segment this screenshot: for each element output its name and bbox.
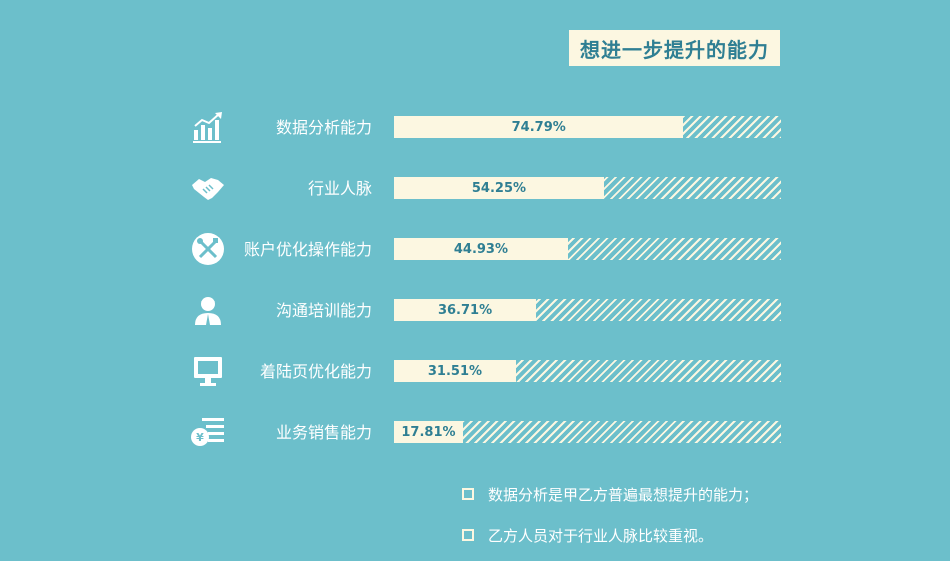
value-label: 74.79% xyxy=(511,119,566,135)
bar-label: 数据分析能力 xyxy=(275,118,372,137)
value-label: 54.25% xyxy=(471,180,527,196)
bar-row: 沟通培训能力 36.71% xyxy=(0,297,950,325)
value-label: 17.81% xyxy=(401,424,456,440)
growth-chart-icon xyxy=(190,109,226,145)
bar: 36.71% xyxy=(394,299,537,321)
bar-track: 44.93% xyxy=(394,238,781,260)
svg-text:¥: ¥ xyxy=(196,431,204,444)
value-label: 31.51% xyxy=(427,363,483,379)
bar-row: 数据分析能力 74.79% xyxy=(0,112,950,143)
square-bullet-icon xyxy=(462,529,474,541)
bar-row: 着陆页优化能力 31.51% xyxy=(0,357,950,386)
bar-track: 31.51% xyxy=(394,360,781,382)
chart-title: 想进一步提升的能力 xyxy=(569,30,780,66)
bar: 44.93% xyxy=(394,238,568,260)
handshake-icon xyxy=(190,170,226,206)
bar: 74.79% xyxy=(394,116,684,138)
bar-track: 17.81% xyxy=(394,421,781,443)
bar-row: ¥ 业务销售能力 17.81% xyxy=(0,418,950,446)
value-label: 44.93% xyxy=(453,241,509,257)
bar: 17.81% xyxy=(394,421,463,443)
note-text: 乙方人员对于行业人脉比较重视。 xyxy=(488,526,714,545)
bar: 54.25% xyxy=(394,177,604,199)
bar-row: 行业人脉 54.25% xyxy=(0,176,950,202)
note-item: 乙方人员对于行业人脉比较重视。 xyxy=(462,524,713,546)
bar-track: 54.25% xyxy=(394,177,781,199)
wrench-screwdriver-icon xyxy=(190,231,226,267)
bar-track: 36.71% xyxy=(394,299,781,321)
bar-label: 沟通培训能力 xyxy=(275,301,372,320)
yen-list-icon: ¥ xyxy=(190,414,226,450)
bar-row: 账户优化操作能力 44.93% xyxy=(0,233,950,265)
bar-label: 行业人脉 xyxy=(307,179,372,198)
note-item: 数据分析是甲乙方普遍最想提升的能力； xyxy=(462,483,758,505)
bar-label: 着陆页优化能力 xyxy=(259,362,372,381)
square-bullet-icon xyxy=(462,488,474,500)
person-icon xyxy=(190,292,226,328)
monitor-icon xyxy=(190,353,226,389)
bar-label: 业务销售能力 xyxy=(275,423,372,442)
note-text: 数据分析是甲乙方普遍最想提升的能力； xyxy=(488,485,759,504)
bar: 31.51% xyxy=(394,360,516,382)
value-label: 36.71% xyxy=(437,302,493,318)
bar-track: 74.79% xyxy=(394,116,781,138)
bar-label: 账户优化操作能力 xyxy=(243,240,372,259)
